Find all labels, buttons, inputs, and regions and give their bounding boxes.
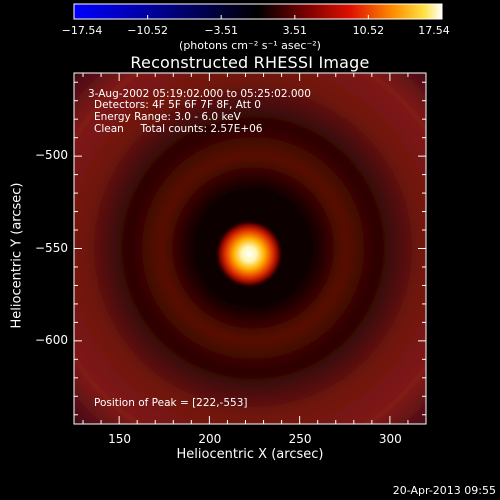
x-tick-label: 300 <box>378 432 402 446</box>
clean-counts-text: Clean Total counts: 2.57E+06 <box>94 123 263 135</box>
chart-title: Reconstructed RHESSI Image <box>130 53 370 72</box>
x-axis-label: Heliocentric X (arcsec) <box>176 447 324 462</box>
energy-range-text: Energy Range: 3.0 - 6.0 keV <box>94 111 241 123</box>
colorbar-tick-label: −17.54 <box>61 24 103 37</box>
peak-position-text: Position of Peak = [222,-553] <box>94 397 248 409</box>
y-tick-label: −500 <box>35 148 68 163</box>
colorbar-tick-label: 17.54 <box>418 24 450 37</box>
colorbar-tick-label: −3.51 <box>204 24 239 37</box>
x-tick-label: 250 <box>288 432 312 446</box>
y-tick-label: −550 <box>35 240 68 255</box>
colorbar-tick-label: −10.52 <box>127 24 168 37</box>
detectors-text: Detectors: 4F 5F 6F 7F 8F, Att 0 <box>94 99 261 111</box>
y-tick-label: −600 <box>35 332 68 347</box>
colorbar-ticks <box>73 15 443 19</box>
time-range-text: 3-Aug-2002 05:19:02.000 to 05:25:02.000 <box>88 88 311 100</box>
x-tick-label: 150 <box>108 432 132 446</box>
peak-source <box>215 220 284 289</box>
colorbar-tick-label: 10.52 <box>352 24 385 37</box>
colorbar-gradient <box>73 3 443 20</box>
plot-timestamp: 20-Apr-2013 09:55 <box>392 484 496 497</box>
y-axis-label: Heliocentric Y (arcsec) <box>9 182 25 329</box>
x-tick-label: 200 <box>198 432 222 446</box>
axis-ticks <box>74 73 427 424</box>
colorbar-tick-label: 3.51 <box>282 24 308 37</box>
colorbar-units-label: (photons cm⁻² s⁻¹ asec⁻²) <box>179 39 321 52</box>
colorbar <box>73 3 443 20</box>
